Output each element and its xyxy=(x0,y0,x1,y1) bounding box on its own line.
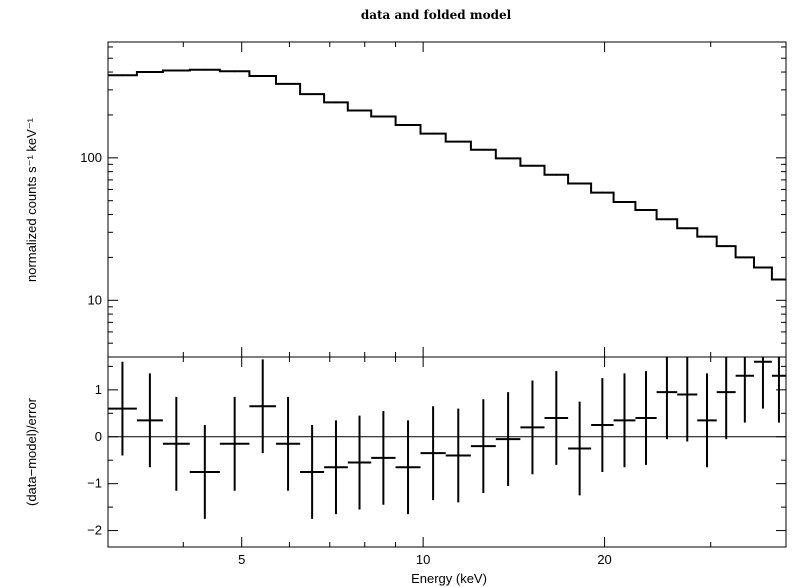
x-tick-label: 20 xyxy=(597,552,611,567)
chart-title: data and folded model xyxy=(361,8,512,22)
x-axis-label: Energy (keV) xyxy=(411,571,487,586)
top-y-axis-label: normalized counts s⁻¹ keV⁻¹ xyxy=(24,117,39,282)
bottom-panel-ticks: 10−1−25 10 20 xyxy=(87,357,787,567)
y-tick-label: 0 xyxy=(95,429,102,444)
y-tick-label: −2 xyxy=(87,523,102,538)
bottom-y-axis-label: (data−model)/error xyxy=(24,397,39,506)
y-tick-label: −1 xyxy=(87,476,102,491)
y-tick-label: 1 xyxy=(95,382,102,397)
bottom-panel: 10−1−25 10 20 xyxy=(87,356,787,567)
top-panel-ticks: 10 100 xyxy=(80,42,787,358)
model-step-line xyxy=(108,68,786,281)
top-panel: 10 100 xyxy=(80,41,787,358)
y-tick-label: 10 xyxy=(88,292,102,307)
top-panel-data xyxy=(108,68,786,281)
y-tick-label: 100 xyxy=(80,150,102,165)
bottom-panel-frame xyxy=(107,356,787,548)
bottom-panel-data xyxy=(108,357,786,519)
x-tick-label: 5 xyxy=(238,552,245,567)
x-tick-label: 10 xyxy=(416,552,430,567)
top-panel-frame xyxy=(107,41,787,358)
